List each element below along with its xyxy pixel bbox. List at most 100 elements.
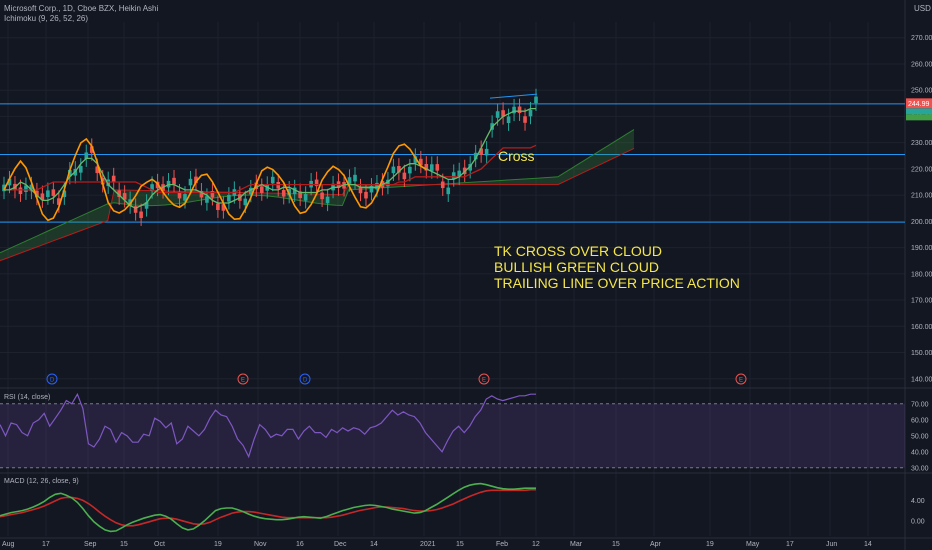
candle-body (133, 206, 138, 213)
last-price-badge (906, 98, 932, 109)
event-marker-label: D (303, 378, 308, 384)
rsi-band (0, 403, 905, 468)
macd-tick-label: 4.00 (911, 498, 925, 505)
price-tick-label: 230.00 (911, 140, 932, 147)
candle-body (144, 202, 149, 209)
price-tick-label: 220.00 (911, 166, 932, 173)
candle-body (473, 152, 478, 160)
rsi-tick-label: 40.00 (911, 449, 929, 456)
candle-body (435, 164, 440, 171)
annotation-line-1: TK CROSS OVER CLOUD (494, 243, 663, 259)
currency-label: USD (914, 4, 931, 13)
price-tick-label: 160.00 (911, 324, 932, 331)
price-tick-label: 170.00 (911, 298, 932, 305)
candle-body (40, 193, 45, 200)
candle-body (89, 146, 94, 153)
candle-body (139, 211, 143, 219)
macd-line (0, 482, 536, 533)
event-marker (478, 373, 490, 385)
macd-signal-line (0, 488, 536, 527)
candle-body (369, 185, 374, 193)
x-tick-label: Aug (2, 541, 15, 548)
rsi-label: RSI (14, close) (4, 394, 50, 401)
candle-body (183, 194, 187, 201)
candle-body (106, 179, 111, 187)
rsi-line (0, 392, 536, 459)
candle-body (18, 187, 23, 195)
price-tick-label: 190.00 (911, 245, 932, 252)
candle-body (210, 191, 215, 198)
candle-body (172, 177, 176, 185)
rsi-tick-label: 30.00 (911, 465, 929, 472)
annotation-cross: Cross (498, 148, 535, 164)
candle-body (397, 166, 401, 173)
candle-body (2, 184, 6, 192)
candle-body (122, 193, 127, 200)
last-price-label: 244.99 (908, 101, 930, 108)
candle-body (259, 186, 264, 193)
x-tick-label: 15 (456, 541, 464, 548)
candle-body (35, 190, 39, 198)
x-tick-label: Sep (84, 541, 97, 548)
candle-body (446, 187, 451, 195)
rsi-tick-label: 70.00 (911, 401, 929, 408)
kijun-line (4, 144, 537, 194)
tenkan-badge (906, 108, 932, 115)
x-tick-label: Apr (650, 541, 662, 548)
x-tick-label: 15 (612, 541, 620, 548)
price-tick-label: 260.00 (911, 61, 932, 68)
x-tick-label: 14 (370, 541, 378, 548)
price-tick-label: 140.00 (911, 376, 932, 383)
candle-body (117, 190, 121, 198)
price-tick-label: 270.00 (911, 35, 932, 42)
candle-body (78, 166, 83, 173)
candle-body (413, 156, 418, 163)
candle-body (62, 190, 67, 198)
x-tick-label: 14 (864, 541, 872, 548)
event-marker (237, 373, 249, 385)
annotation-line-2: BULLISH GREEN CLOUD (494, 259, 659, 275)
candle-body (523, 116, 527, 123)
candle-body (292, 187, 297, 195)
candle-body (358, 186, 363, 194)
annotation-line-3: TRAILING LINE OVER PRICE ACTION (494, 275, 740, 291)
candle-body (51, 189, 56, 196)
x-tick-label: 19 (214, 541, 222, 548)
x-tick-label: May (746, 541, 760, 548)
kijun-badge (906, 114, 932, 121)
candle-body (227, 194, 231, 202)
x-tick-label: 17 (786, 541, 794, 548)
candle-body (347, 177, 352, 184)
x-tick-label: Nov (254, 541, 267, 548)
price-tick-label: 200.00 (911, 219, 932, 226)
event-marker-label: E (482, 378, 486, 384)
candle-body (57, 198, 61, 205)
tenkan-line (4, 107, 536, 209)
candle-body (402, 172, 407, 180)
candle-body (243, 198, 248, 206)
event-marker (735, 373, 747, 385)
event-marker-label: E (739, 378, 743, 384)
x-tick-label: Dec (334, 541, 347, 548)
macd-label: MACD (12, 26, close, 9) (4, 478, 79, 485)
candle-body (7, 178, 12, 186)
candle-body (221, 204, 226, 211)
price-tick-label: 150.00 (911, 350, 932, 357)
candle-body (95, 166, 100, 174)
candle-body (440, 181, 445, 189)
candle-body (188, 178, 193, 186)
candle-body (484, 148, 489, 156)
ichimoku-cloud (0, 129, 634, 261)
candle-body (46, 190, 50, 197)
x-tick-label: 17 (42, 541, 50, 548)
candle-body (534, 96, 538, 104)
candle-body (468, 164, 472, 171)
price-tick-label: 180.00 (911, 271, 932, 278)
candle-body (386, 179, 390, 187)
candle-body (150, 184, 154, 191)
chart-title: Microsoft Corp., 1D, Cboe BZX, Heikin As… (4, 4, 159, 13)
x-tick-label: 16 (296, 541, 304, 548)
price-tick-label: 210.00 (911, 193, 932, 200)
candle-body (270, 176, 275, 184)
